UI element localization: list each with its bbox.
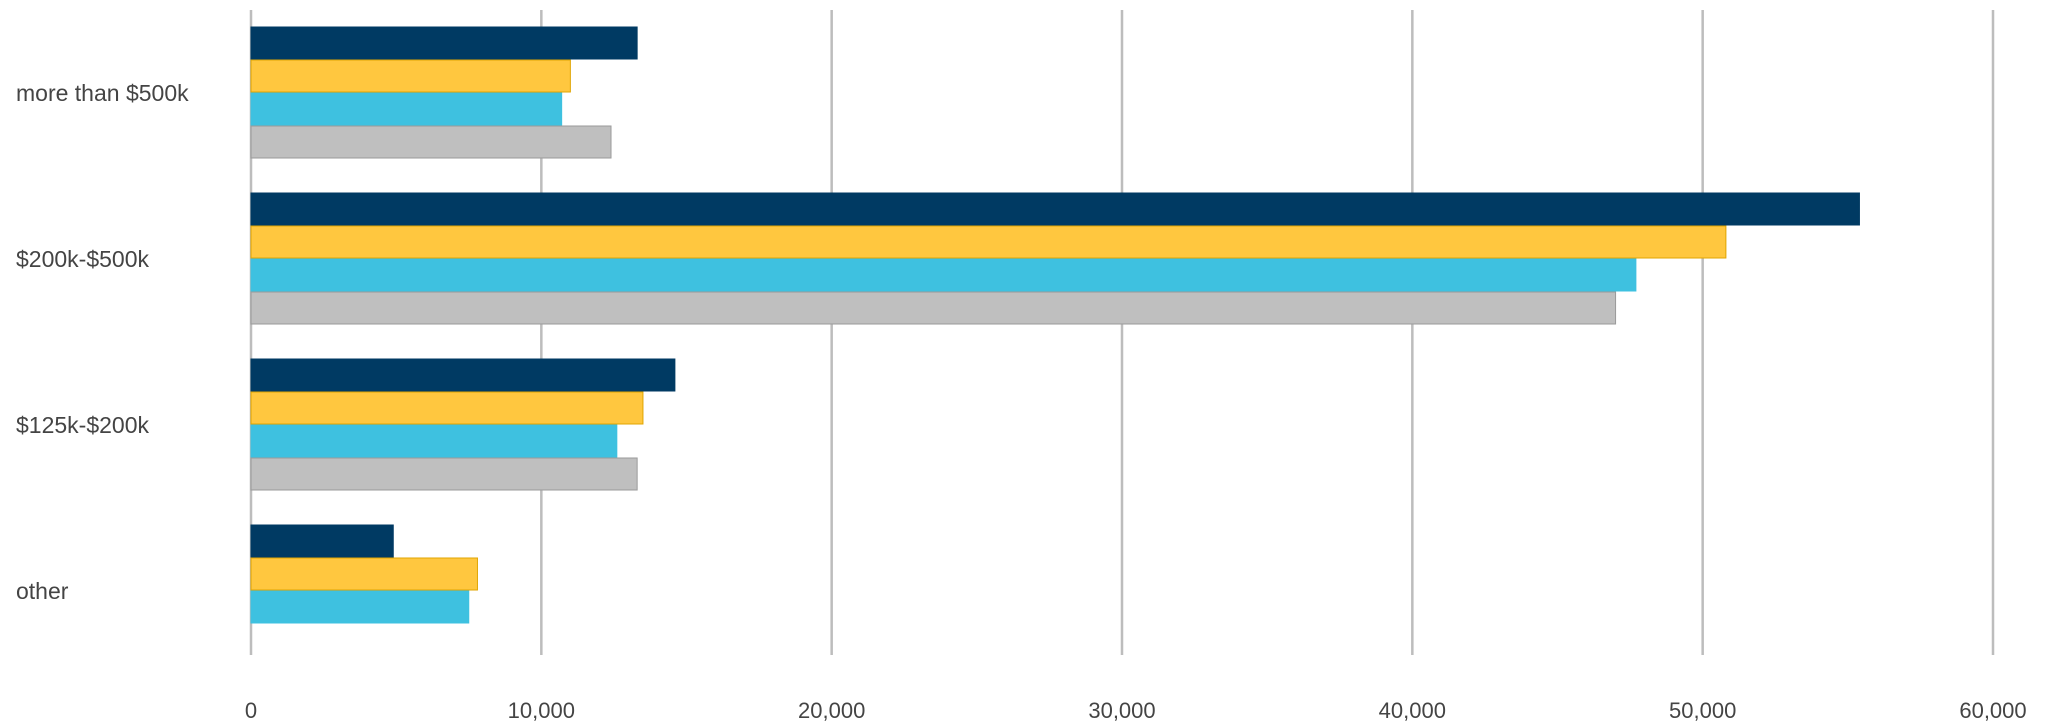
y-axis-category-labels: more than $500k $200k-$500k $125k-$200k oth… (16, 80, 189, 604)
bar (250, 457, 638, 491)
category-label: other (16, 578, 69, 604)
category-label: $125k-$200k (16, 412, 149, 438)
bar (250, 424, 618, 458)
bar (250, 225, 1727, 259)
x-tick-label: 60,000 (1959, 698, 2026, 723)
bar (250, 92, 563, 126)
x-tick-label: 40,000 (1379, 698, 1446, 723)
bar (250, 391, 644, 425)
category-label: $200k-$500k (16, 246, 149, 272)
x-axis-tick-labels: 0 10,000 20,000 30,000 40,000 50,000 60,000 (245, 698, 2027, 723)
bar (250, 59, 571, 93)
bar (250, 192, 1860, 226)
bars (250, 26, 1860, 624)
x-tick-label: 0 (245, 698, 257, 723)
bar (250, 258, 1637, 292)
bar (250, 358, 676, 392)
x-tick-label: 50,000 (1669, 698, 1736, 723)
bar (250, 557, 478, 591)
x-tick-label: 10,000 (508, 698, 575, 723)
x-tick-label: 20,000 (798, 698, 865, 723)
category-label: more than $500k (16, 80, 189, 106)
bar (250, 524, 394, 558)
x-tick-label: 30,000 (1088, 698, 1155, 723)
bar (250, 590, 470, 624)
bar (250, 291, 1617, 325)
bar (250, 125, 612, 159)
bar (250, 26, 638, 60)
